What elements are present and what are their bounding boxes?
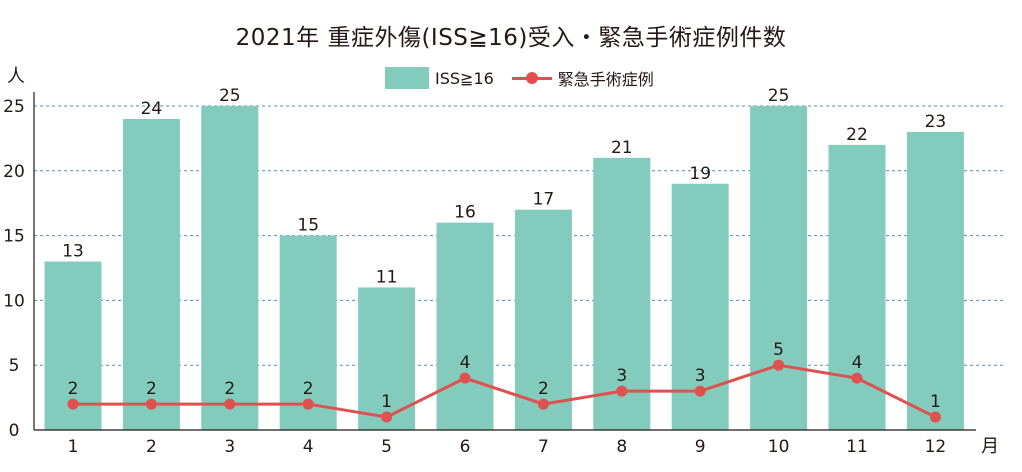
line-point (929, 411, 941, 423)
chart-title: 2021年 重症外傷(ISS≧16)受入・緊急手術症例件数 (235, 25, 787, 51)
bar-value-label: 15 (297, 216, 319, 236)
x-tick-label: 4 (303, 437, 314, 457)
x-tick-label: 6 (460, 437, 471, 457)
bar-value-label: 19 (689, 164, 711, 184)
bar (906, 131, 964, 431)
line-value-label: 4 (460, 353, 471, 373)
bar (436, 222, 494, 430)
y-tick-label: 25 (3, 97, 25, 117)
x-tick-label: 7 (538, 437, 549, 457)
line-value-label: 2 (538, 379, 549, 399)
bar-value-label: 25 (768, 86, 790, 106)
x-tick-label: 10 (768, 437, 790, 457)
y-tick-label: 10 (3, 291, 25, 311)
bar-value-label: 16 (454, 203, 476, 223)
line-value-label: 1 (930, 392, 941, 412)
bar (122, 118, 180, 431)
line-value-label: 3 (616, 366, 627, 386)
bar (750, 106, 808, 430)
series-line (73, 363, 937, 419)
bar-value-label: 21 (611, 138, 633, 158)
line-point (302, 398, 314, 410)
y-tick-label: 0 (9, 421, 20, 441)
x-tick-label: 8 (616, 437, 627, 457)
bar-value-label: 17 (533, 190, 555, 210)
bar (279, 235, 337, 430)
x-axis-label: 月 (981, 436, 999, 457)
line-point (459, 372, 471, 384)
bar-value-label: 22 (846, 125, 868, 145)
bar-value-label: 25 (219, 86, 241, 106)
bar-value-label: 24 (141, 99, 163, 119)
line-value-label: 4 (852, 353, 863, 373)
bar-value-label: 23 (925, 112, 947, 132)
line-value-label: 2 (303, 379, 314, 399)
legend-label-line: 緊急手術症例 (557, 70, 654, 89)
line-value-label: 2 (224, 379, 235, 399)
bar (593, 157, 651, 430)
line-point (694, 385, 706, 397)
line-point (224, 398, 236, 410)
x-tick-label: 11 (846, 437, 868, 457)
line-value-label: 2 (68, 379, 79, 399)
legend-item-line: 緊急手術症例 (511, 66, 654, 90)
x-tick-label: 9 (695, 437, 706, 457)
line-value-label: 1 (381, 392, 392, 412)
line-point (381, 411, 393, 423)
bar (514, 209, 572, 430)
line-point (773, 359, 785, 371)
line-value-label: 3 (695, 366, 706, 386)
line-value-label: 2 (146, 379, 157, 399)
x-tick-label: 1 (68, 437, 79, 457)
y-tick-label: 5 (9, 356, 20, 376)
x-tick-label: 2 (146, 437, 157, 457)
line-point (67, 398, 79, 410)
legend-swatch-line (511, 67, 552, 89)
x-tick-label: 5 (381, 437, 392, 457)
x-tick-label: 3 (224, 437, 235, 457)
bar (201, 106, 259, 430)
legend-label-bar: ISS≧16 (435, 68, 494, 88)
legend-swatch-bar (385, 67, 429, 89)
legend-item-bar: ISS≧16 (385, 67, 494, 89)
line-point (537, 398, 549, 410)
line-point (145, 398, 157, 410)
x-tick-label: 12 (925, 437, 947, 457)
bar-value-label: 11 (376, 267, 398, 287)
line-value-label: 5 (773, 340, 784, 360)
line-point (616, 385, 628, 397)
y-tick-label: 15 (3, 227, 25, 247)
bar-value-label: 13 (62, 242, 84, 262)
y-axis-label: 人 (7, 66, 25, 87)
line-point (851, 372, 863, 384)
y-tick-label: 20 (3, 162, 25, 182)
legend: ISS≧16 緊急手術症例 (385, 66, 672, 90)
